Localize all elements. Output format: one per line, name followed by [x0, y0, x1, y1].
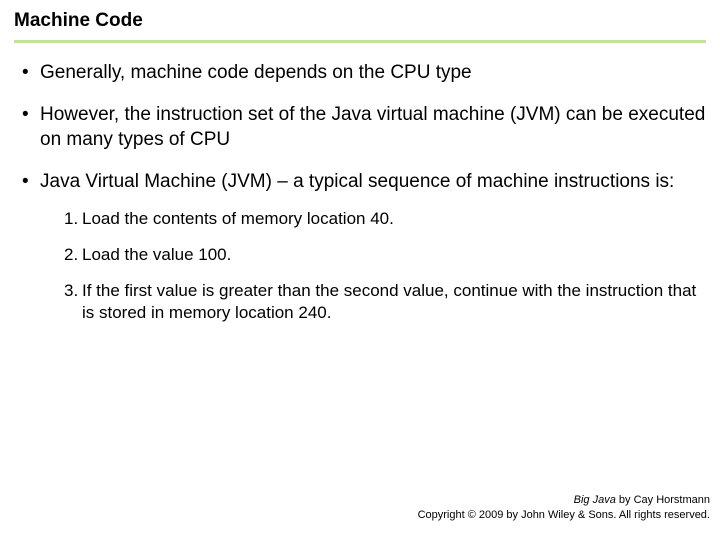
bullet-text: Java Virtual Machine (JVM) – a typical s… [40, 171, 674, 192]
bullet-item: Java Virtual Machine (JVM) – a typical s… [22, 170, 706, 323]
slide: Machine Code Generally, machine code dep… [0, 0, 720, 540]
footer-line-1: Big Java by Cay Horstmann [418, 493, 710, 507]
step-number: 3. [64, 280, 78, 302]
step-number: 2. [64, 244, 78, 266]
bullet-item: Generally, machine code depends on the C… [22, 61, 706, 85]
step-text: Load the value 100. [82, 245, 231, 264]
author-text: by Cay Horstmann [616, 494, 710, 506]
title-underline [14, 40, 706, 43]
list-item: 3. If the first value is greater than th… [64, 280, 706, 324]
step-number: 1. [64, 208, 78, 230]
book-title: Big Java [574, 494, 616, 506]
step-text: If the first value is greater than the s… [82, 281, 696, 322]
list-item: 2. Load the value 100. [64, 244, 706, 266]
step-text: Load the contents of memory location 40. [82, 209, 394, 228]
bullet-list: Generally, machine code depends on the C… [14, 61, 706, 323]
list-item: 1. Load the contents of memory location … [64, 208, 706, 230]
bullet-text: Generally, machine code depends on the C… [40, 62, 472, 83]
footer-line-2: Copyright © 2009 by John Wiley & Sons. A… [418, 508, 710, 522]
numbered-list: 1. Load the contents of memory location … [40, 208, 706, 323]
bullet-text: However, the instruction set of the Java… [40, 104, 705, 149]
bullet-item: However, the instruction set of the Java… [22, 103, 706, 152]
footer: Big Java by Cay Horstmann Copyright © 20… [418, 493, 710, 522]
slide-title: Machine Code [14, 10, 706, 38]
